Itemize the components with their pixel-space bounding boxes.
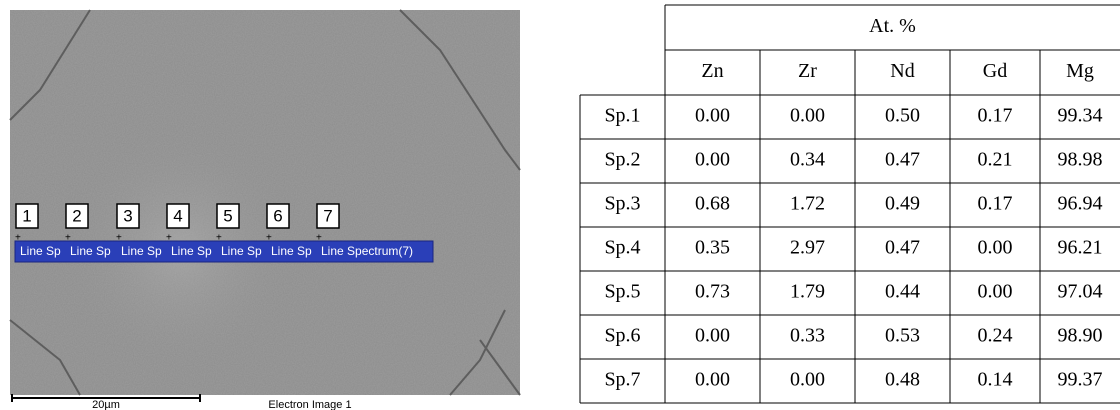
marker-label: 6 [273, 206, 282, 225]
cell: 0.50 [885, 105, 920, 127]
cross: + [166, 233, 172, 244]
row-header: Sp.5 [604, 281, 640, 303]
row-header: Sp.4 [604, 237, 640, 259]
row-header: Sp.1 [604, 105, 640, 127]
cell: 0.35 [695, 237, 730, 259]
column-header: Zn [701, 60, 723, 82]
cell: 0.00 [790, 369, 825, 391]
column-header: Mg [1066, 60, 1094, 82]
cell: 0.17 [978, 105, 1013, 127]
spectrum-label: Line Sp [20, 244, 61, 258]
marker-label: 7 [323, 206, 332, 225]
cell: 98.90 [1058, 325, 1103, 347]
spectrum-label: Line Sp [271, 244, 312, 258]
cell: 0.21 [978, 149, 1013, 171]
cell: 0.33 [790, 325, 825, 347]
cell: 0.00 [695, 369, 730, 391]
cross: + [216, 233, 222, 244]
row-header: Sp.3 [604, 193, 640, 215]
cell: 0.47 [885, 237, 920, 259]
marker-box [266, 203, 290, 229]
marker-box [166, 203, 190, 229]
marker-label: 3 [123, 206, 132, 225]
row-header: Sp.6 [604, 325, 640, 347]
marker-box [15, 203, 39, 229]
data-table: At. % Zn Zr Nd Gd Mg Sp.1 0.00 0.00 0.50 0.17 99.34… [579, 4, 1120, 404]
spectrum-label: Line Sp [221, 244, 262, 258]
marker-label: 1 [22, 206, 31, 225]
cross: + [266, 233, 272, 244]
cell: 0.24 [978, 325, 1013, 347]
cell: 0.44 [885, 281, 920, 303]
cross: + [65, 233, 71, 244]
cross: + [15, 233, 21, 244]
cell: 96.94 [1058, 193, 1103, 215]
marker-box [216, 203, 240, 229]
cell: 99.34 [1058, 105, 1103, 127]
marker-box [316, 203, 340, 229]
cell: 0.49 [885, 193, 920, 215]
spectrum-label: Line Sp [70, 244, 111, 258]
cell: 0.48 [885, 369, 920, 391]
cell: 0.00 [695, 149, 730, 171]
cell: 0.00 [978, 281, 1013, 303]
marker-label: 2 [72, 206, 81, 225]
marker-box [65, 203, 89, 229]
marker-label: 5 [223, 206, 232, 225]
column-header: Nd [890, 60, 914, 82]
cell: 0.00 [695, 325, 730, 347]
marker-label: 4 [173, 206, 182, 225]
cross: + [116, 233, 122, 244]
scale-label: 20µm [92, 399, 120, 410]
cell: 0.17 [978, 193, 1013, 215]
column-header: Gd [983, 60, 1007, 82]
cell: 98.98 [1058, 149, 1103, 171]
cell: 1.79 [790, 281, 825, 303]
cell: 2.97 [790, 237, 825, 259]
cell: 1.72 [790, 193, 825, 215]
cell: 0.00 [790, 105, 825, 127]
cell: 0.00 [978, 237, 1013, 259]
column-header: Zr [798, 60, 817, 82]
spectrum-label: Line Sp [121, 244, 162, 258]
marker-box [116, 203, 140, 229]
cell: 96.21 [1058, 237, 1103, 259]
row-header: Sp.7 [604, 369, 640, 391]
cell: 0.14 [978, 369, 1013, 391]
cell: 0.34 [790, 149, 825, 171]
cell: 0.73 [695, 281, 730, 303]
image-caption: Electron Image 1 [268, 399, 351, 410]
sem-image [9, 9, 521, 396]
row-header: Sp.2 [604, 149, 640, 171]
spectrum-label: Line Sp [171, 244, 212, 258]
cross: + [316, 233, 322, 244]
cell: 0.00 [695, 105, 730, 127]
cell: 99.37 [1058, 369, 1103, 391]
cell: 0.53 [885, 325, 920, 347]
cell: 0.47 [885, 149, 920, 171]
cell: 97.04 [1058, 281, 1103, 303]
spectrum-label: Line Spectrum(7) [321, 244, 413, 258]
group-header: At. % [869, 15, 916, 37]
cell: 0.68 [695, 193, 730, 215]
